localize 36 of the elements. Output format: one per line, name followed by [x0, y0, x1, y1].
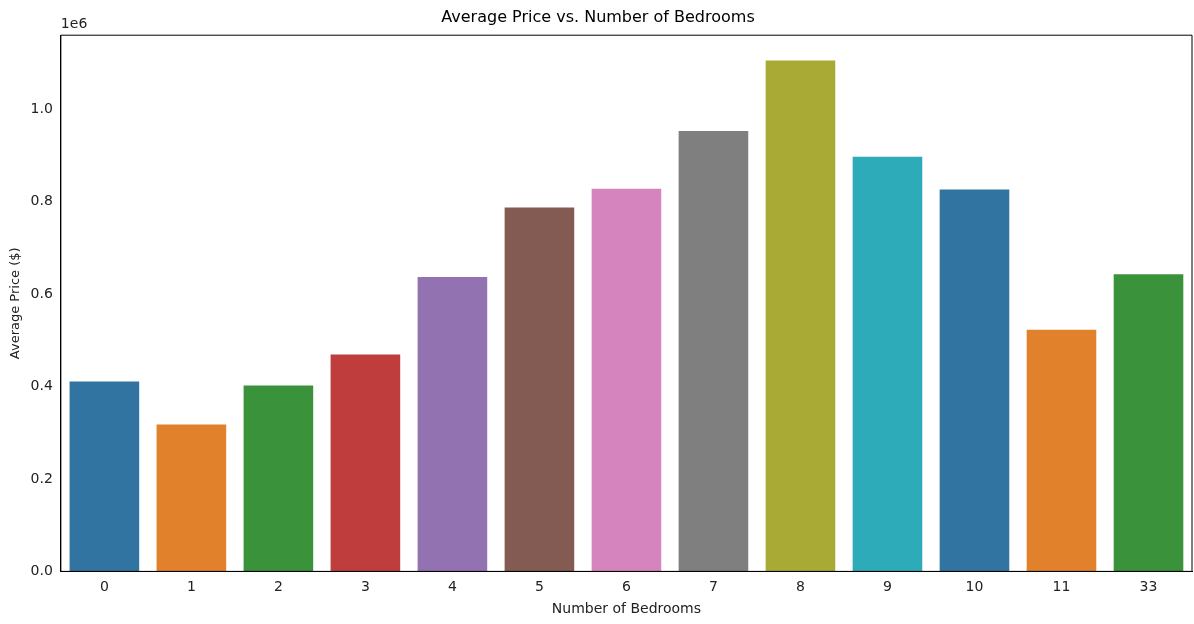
- x-tick-label: 7: [708, 578, 718, 595]
- y-tick-label: 0.6: [30, 284, 53, 301]
- bar: [330, 354, 401, 572]
- x-tick-label: 9: [883, 578, 892, 595]
- bar: [939, 189, 1010, 572]
- bar: [852, 156, 923, 572]
- bar: [765, 60, 836, 572]
- x-tick-label: 1: [186, 578, 196, 595]
- x-tick-label: 3: [360, 578, 370, 595]
- bar: [591, 188, 662, 572]
- y-tick-label: 1.0: [30, 99, 53, 116]
- x-tick-label: 5: [534, 578, 544, 595]
- x-tick-label: 6: [621, 578, 631, 595]
- bar: [69, 381, 140, 572]
- y-tick-label: 0.4: [30, 377, 53, 394]
- bar: [417, 276, 488, 572]
- bar: [243, 385, 314, 572]
- bar: [678, 130, 749, 572]
- y-tick-label: 0.2: [30, 469, 53, 486]
- y-tick-label: 0.8: [30, 192, 53, 209]
- bar: [1113, 274, 1184, 572]
- x-axis-title: Number of Bedrooms: [551, 600, 702, 617]
- x-tick-label: 2: [273, 578, 283, 595]
- x-tick-label: 8: [795, 578, 805, 595]
- chart-title: Average Price vs. Number of Bedrooms: [441, 6, 755, 26]
- bar: [504, 207, 575, 572]
- bar: [156, 424, 227, 572]
- y-axis-title: Average Price ($): [7, 247, 23, 360]
- x-tick-label: 4: [447, 578, 457, 595]
- x-tick-label: 11: [1052, 578, 1071, 595]
- x-tick-label: 10: [965, 578, 984, 595]
- text: 1e6: [60, 14, 88, 31]
- bar: [1026, 329, 1097, 572]
- x-tick-label: 33: [1139, 578, 1158, 595]
- x-tick-label: 0: [99, 578, 109, 595]
- y-tick-label: 0.0: [30, 562, 53, 579]
